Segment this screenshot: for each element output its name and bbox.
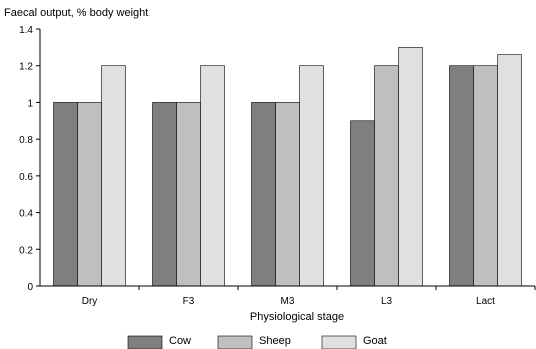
y-tick-label: 1.4 — [19, 25, 33, 36]
x-tick-label: Dry — [82, 296, 98, 307]
bars — [53, 47, 522, 287]
y-tick-label: 1.2 — [19, 62, 33, 73]
legend-swatch-goat — [321, 335, 357, 349]
x-tick-label: L3 — [381, 296, 393, 307]
bar-cow-l3 — [350, 120, 375, 287]
bar-goat-m3 — [299, 65, 324, 287]
y-tick-label: 0.8 — [19, 135, 33, 146]
x-tick-label: M3 — [281, 296, 295, 307]
x-axis-label: Physiological stage — [250, 311, 344, 323]
y-tick-label: 0 — [27, 282, 33, 293]
legend-swatch-sheep — [217, 335, 253, 349]
bar-goat-dry — [101, 65, 126, 287]
bar-sheep-lact — [473, 65, 498, 287]
y-tick-label: 0.2 — [19, 245, 33, 256]
bar-sheep-f3 — [176, 102, 201, 287]
bar-goat-l3 — [398, 47, 423, 287]
bar-cow-m3 — [251, 102, 276, 287]
y-tick-label: 0.6 — [19, 172, 33, 183]
bar-cow-lact — [449, 65, 474, 287]
x-axis: Dry F3 M3 L3 Lact — [40, 285, 536, 307]
bar-cow-f3 — [152, 102, 177, 287]
legend-swatch-cow — [127, 335, 163, 349]
legend: Cow Sheep Goat — [127, 335, 387, 349]
legend-label-sheep: Sheep — [259, 335, 291, 347]
bar-sheep-l3 — [374, 65, 399, 287]
bar-sheep-dry — [77, 102, 102, 287]
y-tick-label: 0.4 — [19, 209, 33, 220]
bar-goat-f3 — [200, 65, 225, 287]
bar-sheep-m3 — [275, 102, 300, 287]
y-axis: 0 0.2 0.4 0.6 0.8 1 1.2 1.4 — [19, 25, 41, 293]
y-tick-label: 1 — [27, 98, 33, 109]
bar-cow-dry — [53, 102, 78, 287]
legend-label-cow: Cow — [169, 335, 191, 347]
legend-label-goat: Goat — [363, 335, 387, 347]
bar-goat-lact — [497, 54, 522, 287]
x-tick-label: Lact — [476, 296, 495, 307]
x-tick-label: F3 — [183, 296, 195, 307]
chart-title: Faecal output, % body weight — [4, 7, 148, 19]
